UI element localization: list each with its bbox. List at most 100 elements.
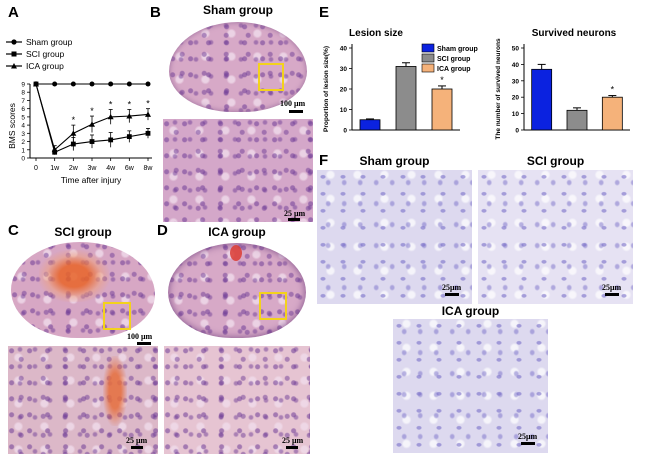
y-tick-label: 1: [21, 147, 25, 154]
bar: [601, 96, 623, 131]
data-point: [70, 130, 77, 136]
legend-swatch: [421, 53, 435, 63]
scale-label-100: 100 μm: [127, 332, 153, 341]
data-point: [70, 141, 76, 147]
d-section-zoom: 25 μm: [164, 346, 310, 454]
bms-chart: Sham group SCI group ICA group 012345678…: [6, 37, 153, 185]
panel-label-b: B: [150, 4, 161, 21]
y-tick-label: 0: [515, 128, 519, 135]
data-point: [145, 111, 151, 117]
y-tick-label: 0: [343, 128, 347, 135]
y-tick-label: 0: [21, 156, 25, 163]
legend-label: Sham group: [437, 46, 478, 53]
f-ica-nissl: 25μm: [393, 319, 548, 453]
chart-title: Survived neurons: [532, 28, 617, 39]
f-sham-nissl: 25μm: [317, 170, 472, 304]
d-section-overview: [164, 240, 310, 344]
c-section-overview: 100 μm: [8, 240, 158, 345]
panel-label-a: A: [8, 4, 19, 21]
data-point: [126, 113, 133, 119]
y-tick-label: 7: [21, 98, 25, 105]
data-point: [126, 81, 132, 87]
y-tick-label: 6: [21, 106, 25, 113]
bar: [395, 66, 417, 131]
lesion-size-chart: Lesion size Proportion of lesion size(%) 0…: [323, 28, 478, 135]
bar: [359, 119, 381, 131]
panel-label-e: E: [319, 4, 330, 21]
scale-label-25: 25 μm: [282, 436, 304, 445]
chart-title: Lesion size: [349, 28, 403, 39]
significance-star: *: [72, 115, 76, 125]
y-tick-label: 10: [340, 107, 348, 114]
significance-star: *: [611, 85, 615, 95]
scale-bar: [521, 442, 535, 445]
bms-significance-stars: * * * * *: [72, 99, 151, 125]
scale-label-25: 25μm: [442, 283, 462, 292]
f-ica-title: ICA group: [441, 304, 500, 318]
x-tick-label: 4w: [106, 165, 116, 172]
y-tick-label: 2: [21, 139, 25, 146]
data-point: [70, 81, 76, 87]
x-tick-label: 0: [34, 165, 38, 172]
bms-y-axis-label: BMS scores: [7, 103, 17, 149]
y-tick-label: 40: [340, 46, 348, 53]
spinal-cord-section: [11, 242, 155, 338]
data-point: [52, 81, 58, 87]
spinal-cord-section: [169, 22, 307, 112]
y-tick-label: 4: [21, 123, 25, 130]
scale-bar: [605, 293, 619, 296]
y-tick-label: 30: [340, 66, 348, 73]
scale-bar: [137, 342, 151, 345]
bms-legend: Sham group SCI group ICA group: [6, 37, 73, 71]
significance-star: *: [90, 106, 94, 116]
data-point: [126, 134, 132, 140]
y-tick-label: 50: [512, 46, 520, 53]
scale-bar: [445, 293, 459, 296]
zoom-region-box: [258, 63, 284, 91]
legend-label-ica: ICA group: [26, 61, 64, 71]
scale-bar: [131, 446, 143, 449]
x-tick-label: 1w: [50, 165, 60, 172]
scale-label-100: 100 μm: [280, 99, 306, 108]
data-point: [108, 81, 114, 87]
significance-star: *: [146, 99, 150, 109]
bms-series: [33, 81, 151, 155]
f-sham-title: Sham group: [359, 154, 430, 168]
x-tick-label: 6w: [125, 165, 135, 172]
scale-label-25: 25μm: [518, 432, 538, 441]
bar: [431, 88, 453, 131]
d-title: ICA group: [208, 225, 266, 239]
data-point: [33, 81, 39, 87]
x-tick-label: 2w: [69, 165, 79, 172]
data-point: [145, 81, 151, 87]
significance-star: *: [128, 99, 132, 109]
b-section-overview: 100 μm: [163, 18, 313, 118]
data-point: [51, 146, 58, 153]
hemorrhage-area: [103, 356, 127, 426]
data-point: [145, 130, 151, 136]
b-title: Sham group: [202, 3, 273, 17]
scale-bar: [286, 446, 298, 449]
scale-bar: [288, 218, 300, 221]
hemorrhage-area: [39, 250, 109, 302]
survived-neurons-chart: Survived neurons The number of survived n…: [495, 28, 630, 140]
c-section-zoom: 25 μm: [8, 346, 158, 454]
legend-swatch: [421, 63, 435, 73]
zoom-region-box: [259, 292, 287, 320]
hemorrhage-area: [230, 245, 242, 261]
y-tick-label: 5: [21, 114, 25, 121]
scale-label-25: 25 μm: [284, 209, 306, 218]
y-tick-label: 20: [512, 95, 520, 102]
legend-label-sci: SCI group: [26, 49, 65, 59]
scale-label-25: 25μm: [602, 283, 622, 292]
significance-star: *: [440, 75, 444, 85]
legend-label: ICA group: [437, 66, 471, 73]
zoom-region-box: [103, 302, 131, 330]
bar-charts: Lesion size Proportion of lesion size(%) 0…: [323, 28, 630, 140]
y-tick-label: 8: [21, 90, 25, 97]
significance-star: *: [109, 99, 113, 109]
panel-label-d: D: [157, 222, 168, 239]
spinal-cord-section: [168, 243, 306, 338]
y-axis-label: The number of survived neurons: [495, 38, 502, 140]
